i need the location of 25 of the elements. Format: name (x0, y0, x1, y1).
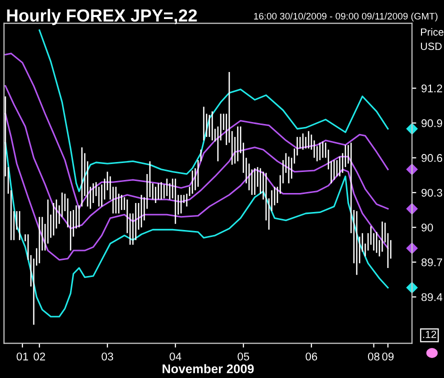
line-series (38, 29, 389, 192)
y-axis-title: Price USD (420, 28, 444, 50)
line-series (4, 112, 389, 261)
y-tick-label: 89.4 (422, 293, 442, 302)
chart-title: Hourly FOREX JPY=,22 (7, 8, 197, 26)
y-tick-label: 90.6 (422, 154, 442, 162)
x-tick-label: 03 (102, 352, 114, 360)
y-tick-label: 90.9 (422, 119, 442, 128)
x-tick-label: 08 (368, 352, 380, 360)
line-series (4, 142, 389, 318)
x-tick-label: 06 (306, 352, 318, 360)
x-tick-label: 09 (382, 352, 394, 360)
y-tick-label: 91.2 (422, 84, 442, 92)
y-tick-label: 90 (422, 224, 433, 232)
line-series (4, 85, 389, 230)
x-axis-title: November 2009 (162, 364, 254, 374)
x-tick-label: 04 (170, 352, 182, 360)
y-tick-label: 90.3 (422, 188, 442, 197)
text: .12 (423, 330, 436, 338)
line-series (4, 52, 389, 210)
x-tick-label: 02 (34, 352, 46, 360)
chart-subtitle: 16:00 30/10/2009 - 09:00 09/11/2009 (GMT) (254, 12, 438, 22)
x-tick-label: 05 (238, 352, 250, 360)
x-tick-label: 01 (16, 352, 28, 360)
y-tick-label: 89.7 (422, 258, 442, 266)
